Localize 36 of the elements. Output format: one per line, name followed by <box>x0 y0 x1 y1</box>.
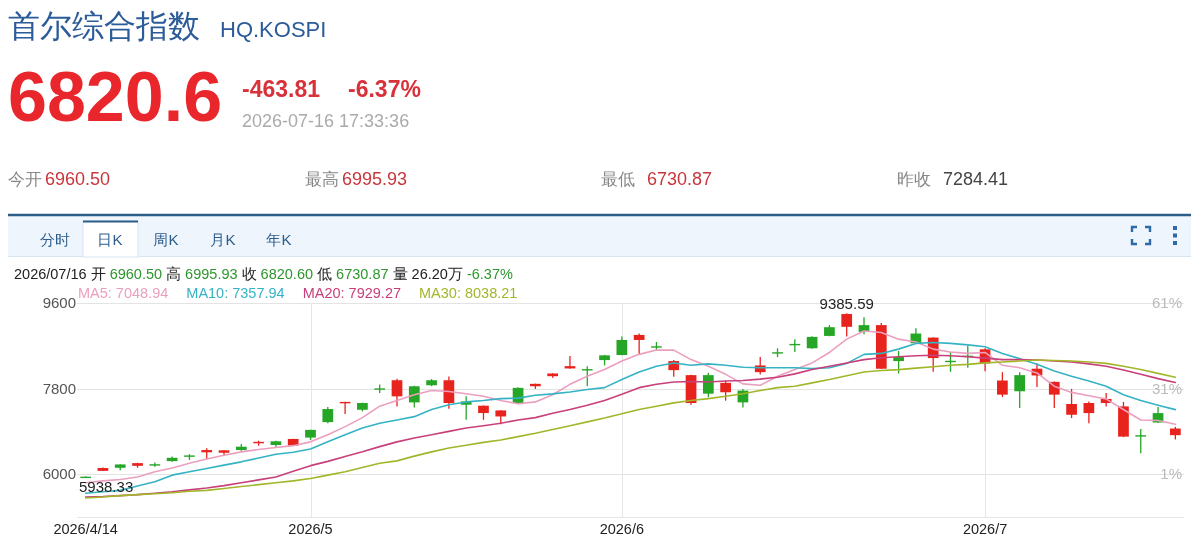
x-tick-label: 2026/5 <box>288 521 333 536</box>
header-text: 今开 <box>8 170 42 189</box>
header-text: 最高 <box>305 170 339 189</box>
extreme-label: 5938.33 <box>79 478 134 496</box>
legend-item: MA10: 7357.94 <box>186 285 285 301</box>
header-text: 昨收 <box>897 170 931 189</box>
y2-tick-label: 61% <box>1151 294 1182 311</box>
header-text: 7284.41 <box>943 169 1009 189</box>
header-text: -6.37% <box>348 76 421 102</box>
y-tick-label: 9600 <box>42 294 76 311</box>
tab-label: 月K <box>210 231 236 248</box>
y-tick-label: 7800 <box>42 379 76 397</box>
tab-label: 日K <box>97 231 123 248</box>
tab-label: 分时 <box>40 231 70 248</box>
header-text: 最低 <box>601 170 635 189</box>
x-tick-label: 2026/4/14 <box>53 521 118 536</box>
legend-item: MA5: 7048.94 <box>78 285 169 301</box>
header-text: 6960.50 <box>45 169 111 189</box>
y-tick-label: 6000 <box>42 465 76 483</box>
subtitle: HQ.KOSPI <box>220 17 327 42</box>
legend-item: MA30: 8038.21 <box>419 285 518 301</box>
y2-tick-label: 1% <box>1160 465 1182 483</box>
header-text: 6820.6 <box>8 58 223 136</box>
header-text: 6730.87 <box>647 169 713 189</box>
header-text: -463.81 <box>242 76 320 102</box>
title: 首尔综合指数 <box>8 8 200 44</box>
tab-label: 周K <box>153 231 179 248</box>
tab-label: 年K <box>266 231 292 248</box>
header-text: 2026-07-16 17:33:36 <box>242 111 410 131</box>
header-text: 6995.93 <box>342 169 408 189</box>
y2-tick-label: 31% <box>1151 379 1182 397</box>
x-tick-label: 2026/6 <box>599 521 645 536</box>
legend-item: MA20: 7929.27 <box>302 285 401 301</box>
quote-line: 2026/07/16 开 6960.50 高 6995.93 收 6820.60 低 6730.87 量 26.20万 -6.37% <box>14 266 513 282</box>
x-tick-label: 2026/7 <box>962 521 1008 536</box>
extreme-label: 9385.59 <box>819 295 874 313</box>
